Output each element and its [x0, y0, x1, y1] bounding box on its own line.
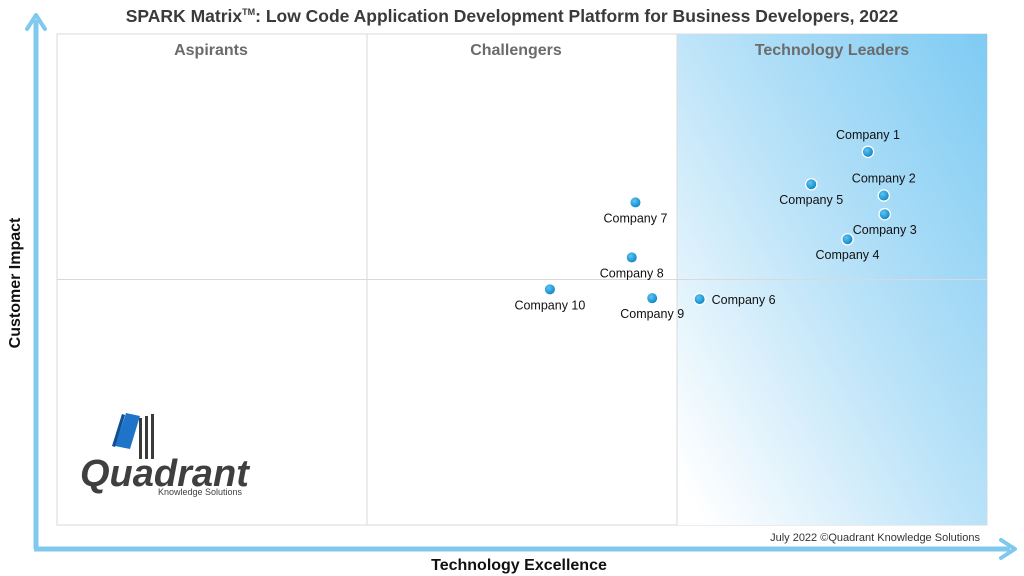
data-point-company-2: Company 2: [852, 172, 916, 202]
data-point-label: Company 7: [603, 211, 667, 225]
data-point-marker: [862, 146, 873, 157]
data-point-company-9: Company 9: [620, 291, 684, 321]
data-point-label: Company 1: [836, 128, 900, 142]
data-point-marker: [806, 179, 817, 190]
y-axis-arrow: [25, 13, 47, 549]
data-point-company-4: Company 4: [816, 232, 880, 262]
data-point-label: Company 9: [620, 307, 684, 321]
x-axis-arrow: [34, 538, 1017, 560]
data-point-label: Company 5: [779, 193, 843, 207]
data-point-label: Company 2: [852, 172, 916, 186]
x-axis-label: Technology Excellence: [431, 557, 607, 574]
data-point-marker: [879, 209, 890, 220]
data-point-marker: [626, 252, 637, 263]
data-point-company-8: Company 8: [600, 251, 664, 280]
data-points-layer: Company 1 Company 2 Company 3 Company 4 Comp…: [514, 128, 916, 321]
book-icon: [112, 413, 154, 459]
quadrant-label-challengers: Challengers: [470, 42, 562, 59]
logo-name: Quadrant: [80, 453, 250, 495]
y-axis-label: Customer Impact: [7, 217, 24, 348]
data-point-marker: [842, 234, 853, 245]
data-point-marker: [878, 190, 889, 201]
chart-title-main: SPARK Matrix: [126, 6, 243, 26]
quadrant-label-aspirants: Aspirants: [174, 42, 248, 59]
data-point-label: Company 4: [816, 248, 880, 262]
data-point-company-3: Company 3: [853, 207, 917, 237]
logo-tagline: Knowledge Solutions: [158, 487, 243, 497]
data-point-label: Company 3: [853, 223, 917, 237]
data-point-marker: [694, 294, 705, 305]
data-point-company-7: Company 7: [603, 196, 667, 225]
data-point-company-6: Company 6: [693, 292, 776, 307]
copyright-note: July 2022 ©Quadrant Knowledge Solutions: [770, 532, 980, 544]
data-point-marker: [630, 197, 641, 208]
chart-title: SPARK MatrixTM: Low Code Application Dev…: [126, 6, 899, 26]
data-point-label: Company 10: [514, 298, 585, 312]
data-point-company-5: Company 5: [779, 177, 843, 207]
quadrant-label-technology-leaders: Technology Leaders: [755, 42, 910, 59]
data-point-company-10: Company 10: [514, 283, 585, 312]
data-point-marker: [544, 284, 555, 295]
data-point-marker: [647, 293, 658, 304]
data-point-label: Company 8: [600, 266, 664, 280]
quadrant-logo: Quadrant Knowledge Solutions: [80, 413, 250, 497]
data-point-company-1: Company 1: [836, 128, 900, 159]
data-point-label: Company 6: [712, 293, 776, 307]
chart-title-rest: : Low Code Application Development Platf…: [255, 6, 898, 26]
trademark-mark: TM: [242, 7, 255, 17]
